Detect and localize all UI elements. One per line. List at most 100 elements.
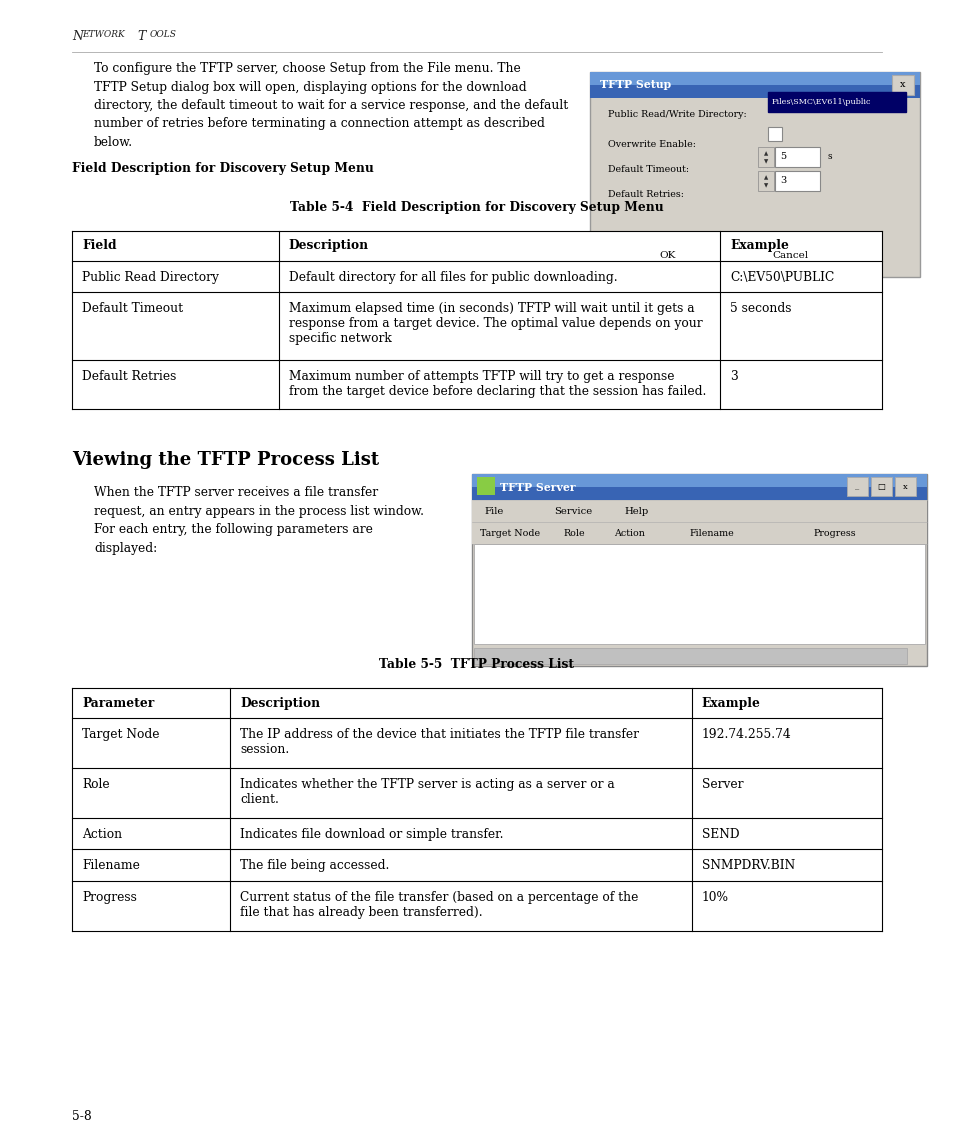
Text: Target Node: Target Node	[82, 728, 159, 741]
Bar	[472, 474, 926, 488]
Text: N: N	[71, 30, 83, 44]
Bar	[774, 147, 820, 166]
Text: Indicates file download or simple transfer.: Indicates file download or simple transf…	[240, 828, 503, 840]
Text: s: s	[827, 152, 832, 161]
Text: request, an entry appears in the process list window.: request, an entry appears in the process…	[94, 505, 423, 518]
Text: Default Timeout: Default Timeout	[82, 302, 183, 315]
Bar	[474, 544, 924, 645]
Text: directory, the default timeout to wait for a service response, and the default: directory, the default timeout to wait f…	[94, 98, 568, 112]
Text: Maximum number of attempts TFTP will try to get a response
from the target devic: Maximum number of attempts TFTP will try…	[288, 370, 705, 397]
Text: The file being accessed.: The file being accessed.	[240, 859, 389, 872]
Text: Default Timeout:: Default Timeout:	[607, 166, 688, 174]
Text: below.: below.	[94, 136, 133, 149]
Text: T: T	[133, 30, 146, 44]
Text: 3: 3	[729, 370, 737, 382]
Text: Role: Role	[563, 529, 585, 538]
Text: Table 5-4  Field Description for Discovery Setup Menu: Table 5-4 Field Description for Discover…	[290, 200, 663, 213]
Bar	[71, 688, 882, 931]
Text: Progress: Progress	[82, 891, 136, 905]
Text: Server: Server	[700, 777, 742, 791]
Bar	[589, 72, 919, 277]
Bar	[894, 477, 915, 496]
Text: Default directory for all files for public downloading.: Default directory for all files for publ…	[288, 270, 617, 284]
Text: TFTP Setup dialog box will open, displaying options for the download: TFTP Setup dialog box will open, display…	[94, 80, 526, 94]
Text: OK: OK	[659, 252, 676, 261]
Text: Action: Action	[614, 529, 644, 538]
Text: SNMPDRV.BIN: SNMPDRV.BIN	[700, 859, 794, 872]
Bar	[472, 474, 926, 500]
Bar	[589, 72, 919, 98]
Text: To configure the TFTP server, choose Setup from the File menu. The: To configure the TFTP server, choose Set…	[94, 62, 520, 76]
Text: _: _	[855, 483, 859, 491]
Text: For each entry, the following parameters are: For each entry, the following parameters…	[94, 523, 373, 536]
Bar	[476, 477, 495, 496]
Bar	[472, 522, 926, 544]
Text: Maximum elapsed time (in seconds) TFTP will wait until it gets a
response from a: Maximum elapsed time (in seconds) TFTP w…	[288, 302, 701, 346]
Bar	[472, 500, 926, 522]
Text: Filename: Filename	[82, 859, 140, 872]
Bar	[870, 477, 891, 496]
Text: Progress: Progress	[813, 529, 856, 538]
Text: SEND: SEND	[700, 828, 739, 840]
Text: Example: Example	[729, 239, 788, 252]
Text: When the TFTP server receives a file transfer: When the TFTP server receives a file tra…	[94, 487, 377, 499]
Text: Viewing the TFTP Process List: Viewing the TFTP Process List	[71, 451, 378, 469]
Text: ▼: ▼	[763, 159, 767, 165]
Bar	[744, 243, 834, 269]
Text: Filename: Filename	[689, 529, 734, 538]
Text: □: □	[877, 483, 884, 491]
Text: Files\SMC\EV611\public: Files\SMC\EV611\public	[771, 98, 871, 106]
Text: 5 seconds: 5 seconds	[729, 302, 791, 315]
Text: x: x	[900, 80, 904, 89]
Text: File: File	[483, 507, 503, 515]
Text: Field Description for Discovery Setup Menu: Field Description for Discovery Setup Me…	[71, 163, 374, 175]
Text: Default Retries: Default Retries	[82, 370, 176, 382]
Text: ▲: ▲	[763, 151, 767, 157]
Text: ETWORK: ETWORK	[82, 30, 125, 39]
Text: Help: Help	[623, 507, 648, 515]
Text: Indicates whether the TFTP server is acting as a server or a
client.: Indicates whether the TFTP server is act…	[240, 777, 614, 806]
Text: Public Read/Write Directory:: Public Read/Write Directory:	[607, 110, 746, 119]
Bar	[767, 127, 781, 141]
Text: OOLS: OOLS	[150, 30, 176, 39]
Text: Example: Example	[700, 697, 760, 710]
Text: 10%: 10%	[700, 891, 728, 905]
Bar	[758, 147, 773, 166]
Text: Parameter: Parameter	[82, 697, 154, 710]
Text: The IP address of the device that initiates the TFTP file transfer
session.: The IP address of the device that initia…	[240, 728, 639, 757]
Text: ▲: ▲	[763, 175, 767, 181]
Bar	[767, 92, 905, 112]
Text: displayed:: displayed:	[94, 542, 157, 555]
Text: Field: Field	[82, 239, 116, 252]
Text: number of retries before terminating a connection attempt as described: number of retries before terminating a c…	[94, 118, 544, 131]
Text: 3: 3	[780, 176, 785, 185]
Text: Default Retries:: Default Retries:	[607, 190, 683, 198]
Text: Table 5-5  TFTP Process List: Table 5-5 TFTP Process List	[379, 658, 574, 671]
Bar	[472, 474, 926, 666]
Text: Description: Description	[240, 697, 320, 710]
Text: TFTP Server: TFTP Server	[499, 482, 575, 492]
Bar	[891, 76, 913, 95]
Bar	[631, 243, 703, 269]
Text: C:\EV50\PUBLIC: C:\EV50\PUBLIC	[729, 270, 833, 284]
Bar	[774, 171, 820, 190]
Text: Public Read Directory: Public Read Directory	[82, 270, 218, 284]
Text: Overwrite Enable:: Overwrite Enable:	[607, 140, 696, 149]
Bar	[474, 648, 906, 664]
Text: Action: Action	[82, 828, 122, 840]
Bar	[589, 72, 919, 85]
Text: 5-8: 5-8	[71, 1110, 91, 1123]
Text: Target Node: Target Node	[479, 529, 539, 538]
Bar	[758, 171, 773, 190]
Text: 5: 5	[780, 152, 785, 161]
Text: TFTP Setup: TFTP Setup	[599, 79, 670, 90]
Text: x: x	[902, 483, 907, 491]
Text: Description: Description	[288, 239, 368, 252]
Bar	[846, 477, 867, 496]
Text: Cancel: Cancel	[771, 252, 807, 261]
Text: ▼: ▼	[763, 183, 767, 189]
Bar	[71, 230, 882, 409]
Text: Current status of the file transfer (based on a percentage of the
file that has : Current status of the file transfer (bas…	[240, 891, 638, 919]
Text: Service: Service	[554, 507, 592, 515]
Text: 192.74.255.74: 192.74.255.74	[700, 728, 791, 741]
